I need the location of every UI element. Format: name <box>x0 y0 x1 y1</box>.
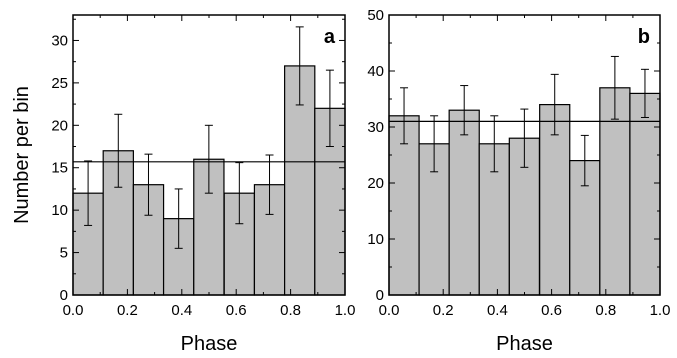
chart-panel-b: 0 10 20 30 40 50 0.0 0.2 0.4 0.6 0.8 1.0 b Phase <box>367 7 670 355</box>
error-bars-b <box>400 55 649 187</box>
x-tick-label: 0.4 <box>487 302 508 319</box>
error-bar <box>174 188 183 249</box>
x-tick-label: 0.0 <box>379 302 400 319</box>
error-bar <box>204 124 213 194</box>
y-tick-label: 30 <box>367 119 384 136</box>
error-bar <box>430 115 439 173</box>
y-axis-title-a: Number per bin <box>11 86 33 224</box>
error-bars-a <box>84 26 334 249</box>
y-tick-label: 20 <box>51 117 68 134</box>
panel-label-a: a <box>324 26 336 48</box>
bar <box>599 87 631 296</box>
y-tick-label: 10 <box>367 231 384 248</box>
x-tick-label: 0.6 <box>226 302 247 319</box>
x-axis-title-a: Phase <box>181 333 238 355</box>
error-bar <box>580 134 589 187</box>
x-tick-label: 1.0 <box>335 302 356 319</box>
y-ticks-a: 0 5 10 15 20 25 30 <box>51 18 345 304</box>
y-tick-label: 15 <box>51 160 68 177</box>
error-bar <box>114 113 123 188</box>
x-tick-label: 0.2 <box>433 302 454 319</box>
x-tick-label: 1.0 <box>650 302 671 319</box>
error-bar <box>490 115 499 173</box>
error-bar <box>295 26 304 106</box>
x-tick-label: 0.8 <box>280 302 301 319</box>
y-tick-label: 30 <box>51 32 68 49</box>
x-tick-label: 0.0 <box>63 302 84 319</box>
y-tick-label: 0 <box>376 287 384 304</box>
error-bar <box>400 87 409 145</box>
x-ticks-a: 0.0 0.2 0.4 0.6 0.8 1.0 <box>63 15 356 319</box>
error-bar <box>550 73 559 136</box>
error-bar <box>610 55 619 120</box>
y-tick-label: 50 <box>367 7 384 24</box>
x-tick-label: 0.4 <box>171 302 192 319</box>
error-bar <box>265 154 274 215</box>
y-tick-label: 40 <box>367 63 384 80</box>
error-bar <box>84 160 93 226</box>
error-bar <box>325 69 334 148</box>
y-tick-label: 20 <box>367 175 384 192</box>
x-axis-title-b: Phase <box>496 333 553 355</box>
x-tick-label: 0.8 <box>595 302 616 319</box>
bars-b <box>388 87 661 296</box>
error-bar <box>144 153 153 216</box>
error-bar <box>520 108 529 168</box>
error-bar <box>235 162 244 225</box>
y-tick-label: 25 <box>51 75 68 92</box>
x-tick-label: 0.6 <box>541 302 562 319</box>
x-tick-label: 0.2 <box>117 302 138 319</box>
bar <box>448 109 480 296</box>
error-bar <box>460 85 469 136</box>
panel-label-b: b <box>638 26 650 48</box>
x-ticks-b: 0.0 0.2 0.4 0.6 0.8 1.0 <box>379 15 671 319</box>
y-tick-label: 0 <box>60 287 68 304</box>
error-bar <box>640 68 649 118</box>
y-tick-label: 5 <box>60 245 68 262</box>
bar <box>629 92 661 296</box>
y-tick-label: 10 <box>51 202 68 219</box>
y-ticks-b: 0 10 20 30 40 50 <box>367 7 660 304</box>
